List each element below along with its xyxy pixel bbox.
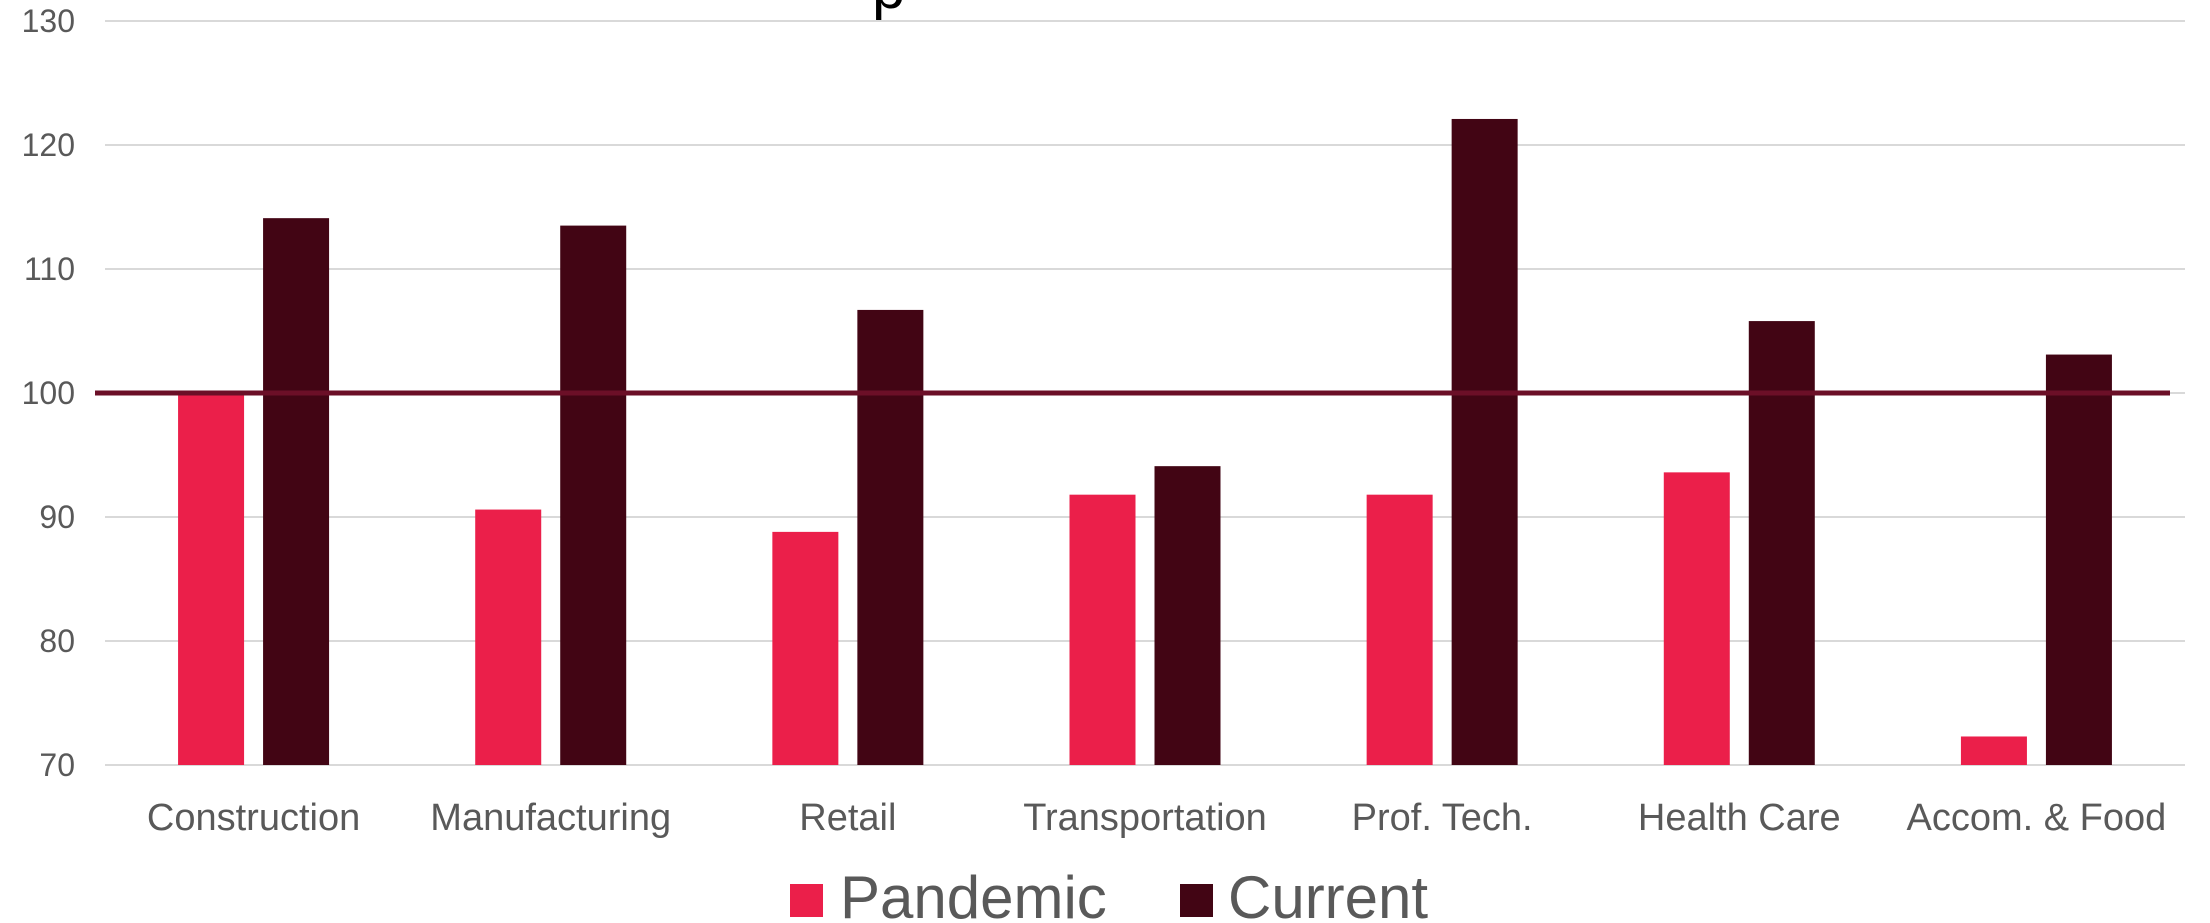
bar-current-5 [1748, 321, 1815, 765]
legend-swatch-pandemic [790, 884, 823, 917]
bar-pandemic-4 [1366, 494, 1433, 765]
y-tick-label: 120 [22, 127, 75, 163]
bar-current-0 [263, 218, 330, 765]
bar-pandemic-1 [475, 509, 542, 765]
bar-pandemic-2 [772, 531, 839, 765]
bar-current-3 [1154, 466, 1221, 765]
x-category-label: Manufacturing [430, 797, 671, 839]
bar-current-1 [560, 225, 627, 766]
x-category-label: Retail [799, 797, 896, 839]
bar-current-2 [857, 309, 924, 765]
bar-pandemic-5 [1663, 472, 1730, 765]
x-category-label: Construction [147, 797, 360, 839]
bar-pandemic-6 [1960, 736, 2027, 765]
x-axis-labels: Construction Manufacturing Retail Transport… [147, 797, 2166, 839]
y-tick-label: 130 [22, 3, 75, 39]
y-axis-ticks: 70 80 90 100 110 120 130 [22, 3, 75, 783]
y-tick-label: 90 [39, 499, 75, 535]
x-category-label: Health Care [1638, 797, 1841, 839]
bars [178, 118, 2112, 766]
bar-pandemic-0 [178, 393, 245, 765]
y-tick-label: 100 [22, 375, 75, 411]
y-tick-label: 110 [24, 251, 75, 287]
x-category-label: Transportation [1023, 797, 1267, 839]
legend-label-current: Current [1228, 864, 1428, 923]
chart-title-fragment: p [872, 0, 905, 21]
x-category-label: Prof. Tech. [1352, 797, 1533, 839]
bar-current-6 [2045, 354, 2112, 765]
legend: Pandemic Current [790, 864, 1428, 923]
y-tick-label: 80 [39, 623, 75, 659]
legend-label-pandemic: Pandemic [840, 864, 1107, 923]
bar-current-4 [1451, 118, 1518, 765]
legend-swatch-current [1180, 884, 1213, 917]
x-category-label: Accom. & Food [1907, 797, 2167, 839]
y-tick-label: 70 [39, 747, 75, 783]
bar-pandemic-3 [1069, 494, 1136, 765]
